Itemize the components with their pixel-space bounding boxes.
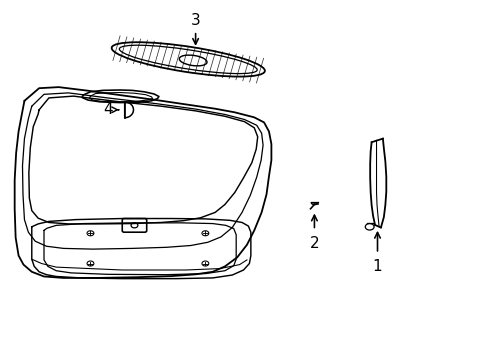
Text: 2: 2 (309, 236, 319, 251)
Text: 1: 1 (372, 259, 382, 274)
Text: 4: 4 (102, 102, 112, 117)
Text: 3: 3 (190, 13, 200, 28)
